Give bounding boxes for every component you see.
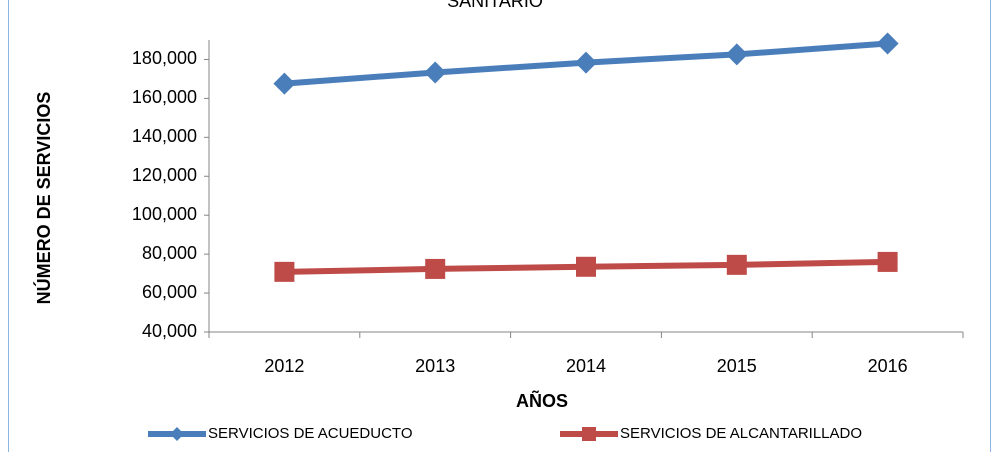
chart-title: SANITARIO [447, 0, 543, 11]
marker [726, 254, 747, 275]
x-tick-label: 2016 [868, 356, 908, 376]
y-axis-label: NÚMERO DE SERVICIOS [33, 92, 54, 305]
legend-label: SERVICIOS DE ALCANTARILLADO [620, 425, 862, 442]
y-tick-label: 140,000 [132, 126, 197, 146]
marker [876, 32, 899, 55]
x-tick-label: 2015 [717, 356, 757, 376]
marker [274, 261, 295, 282]
marker [576, 256, 596, 277]
y-tick-label: 120,000 [132, 165, 197, 185]
y-tick-label: 80,000 [142, 243, 197, 263]
y-tick-label: 40,000 [142, 321, 197, 341]
y-tick-label: 100,000 [132, 204, 197, 224]
marker [273, 72, 296, 95]
marker [424, 61, 447, 84]
x-tick-label: 2013 [415, 356, 455, 376]
legend-label: SERVICIOS DE ACUEDUCTO [208, 425, 413, 442]
marker [575, 51, 597, 74]
y-tick-label: 160,000 [132, 87, 197, 107]
marker [877, 251, 898, 272]
marker [425, 258, 446, 279]
y-tick-label: 180,000 [132, 48, 197, 68]
marker [582, 427, 596, 441]
y-tick-label: 60,000 [142, 282, 197, 302]
marker [725, 43, 748, 66]
x-axis-label: AÑOS [516, 390, 568, 411]
x-tick-label: 2012 [264, 356, 304, 376]
marker [170, 427, 184, 441]
x-tick-label: 2014 [566, 356, 606, 376]
chart-border [8, 0, 991, 452]
